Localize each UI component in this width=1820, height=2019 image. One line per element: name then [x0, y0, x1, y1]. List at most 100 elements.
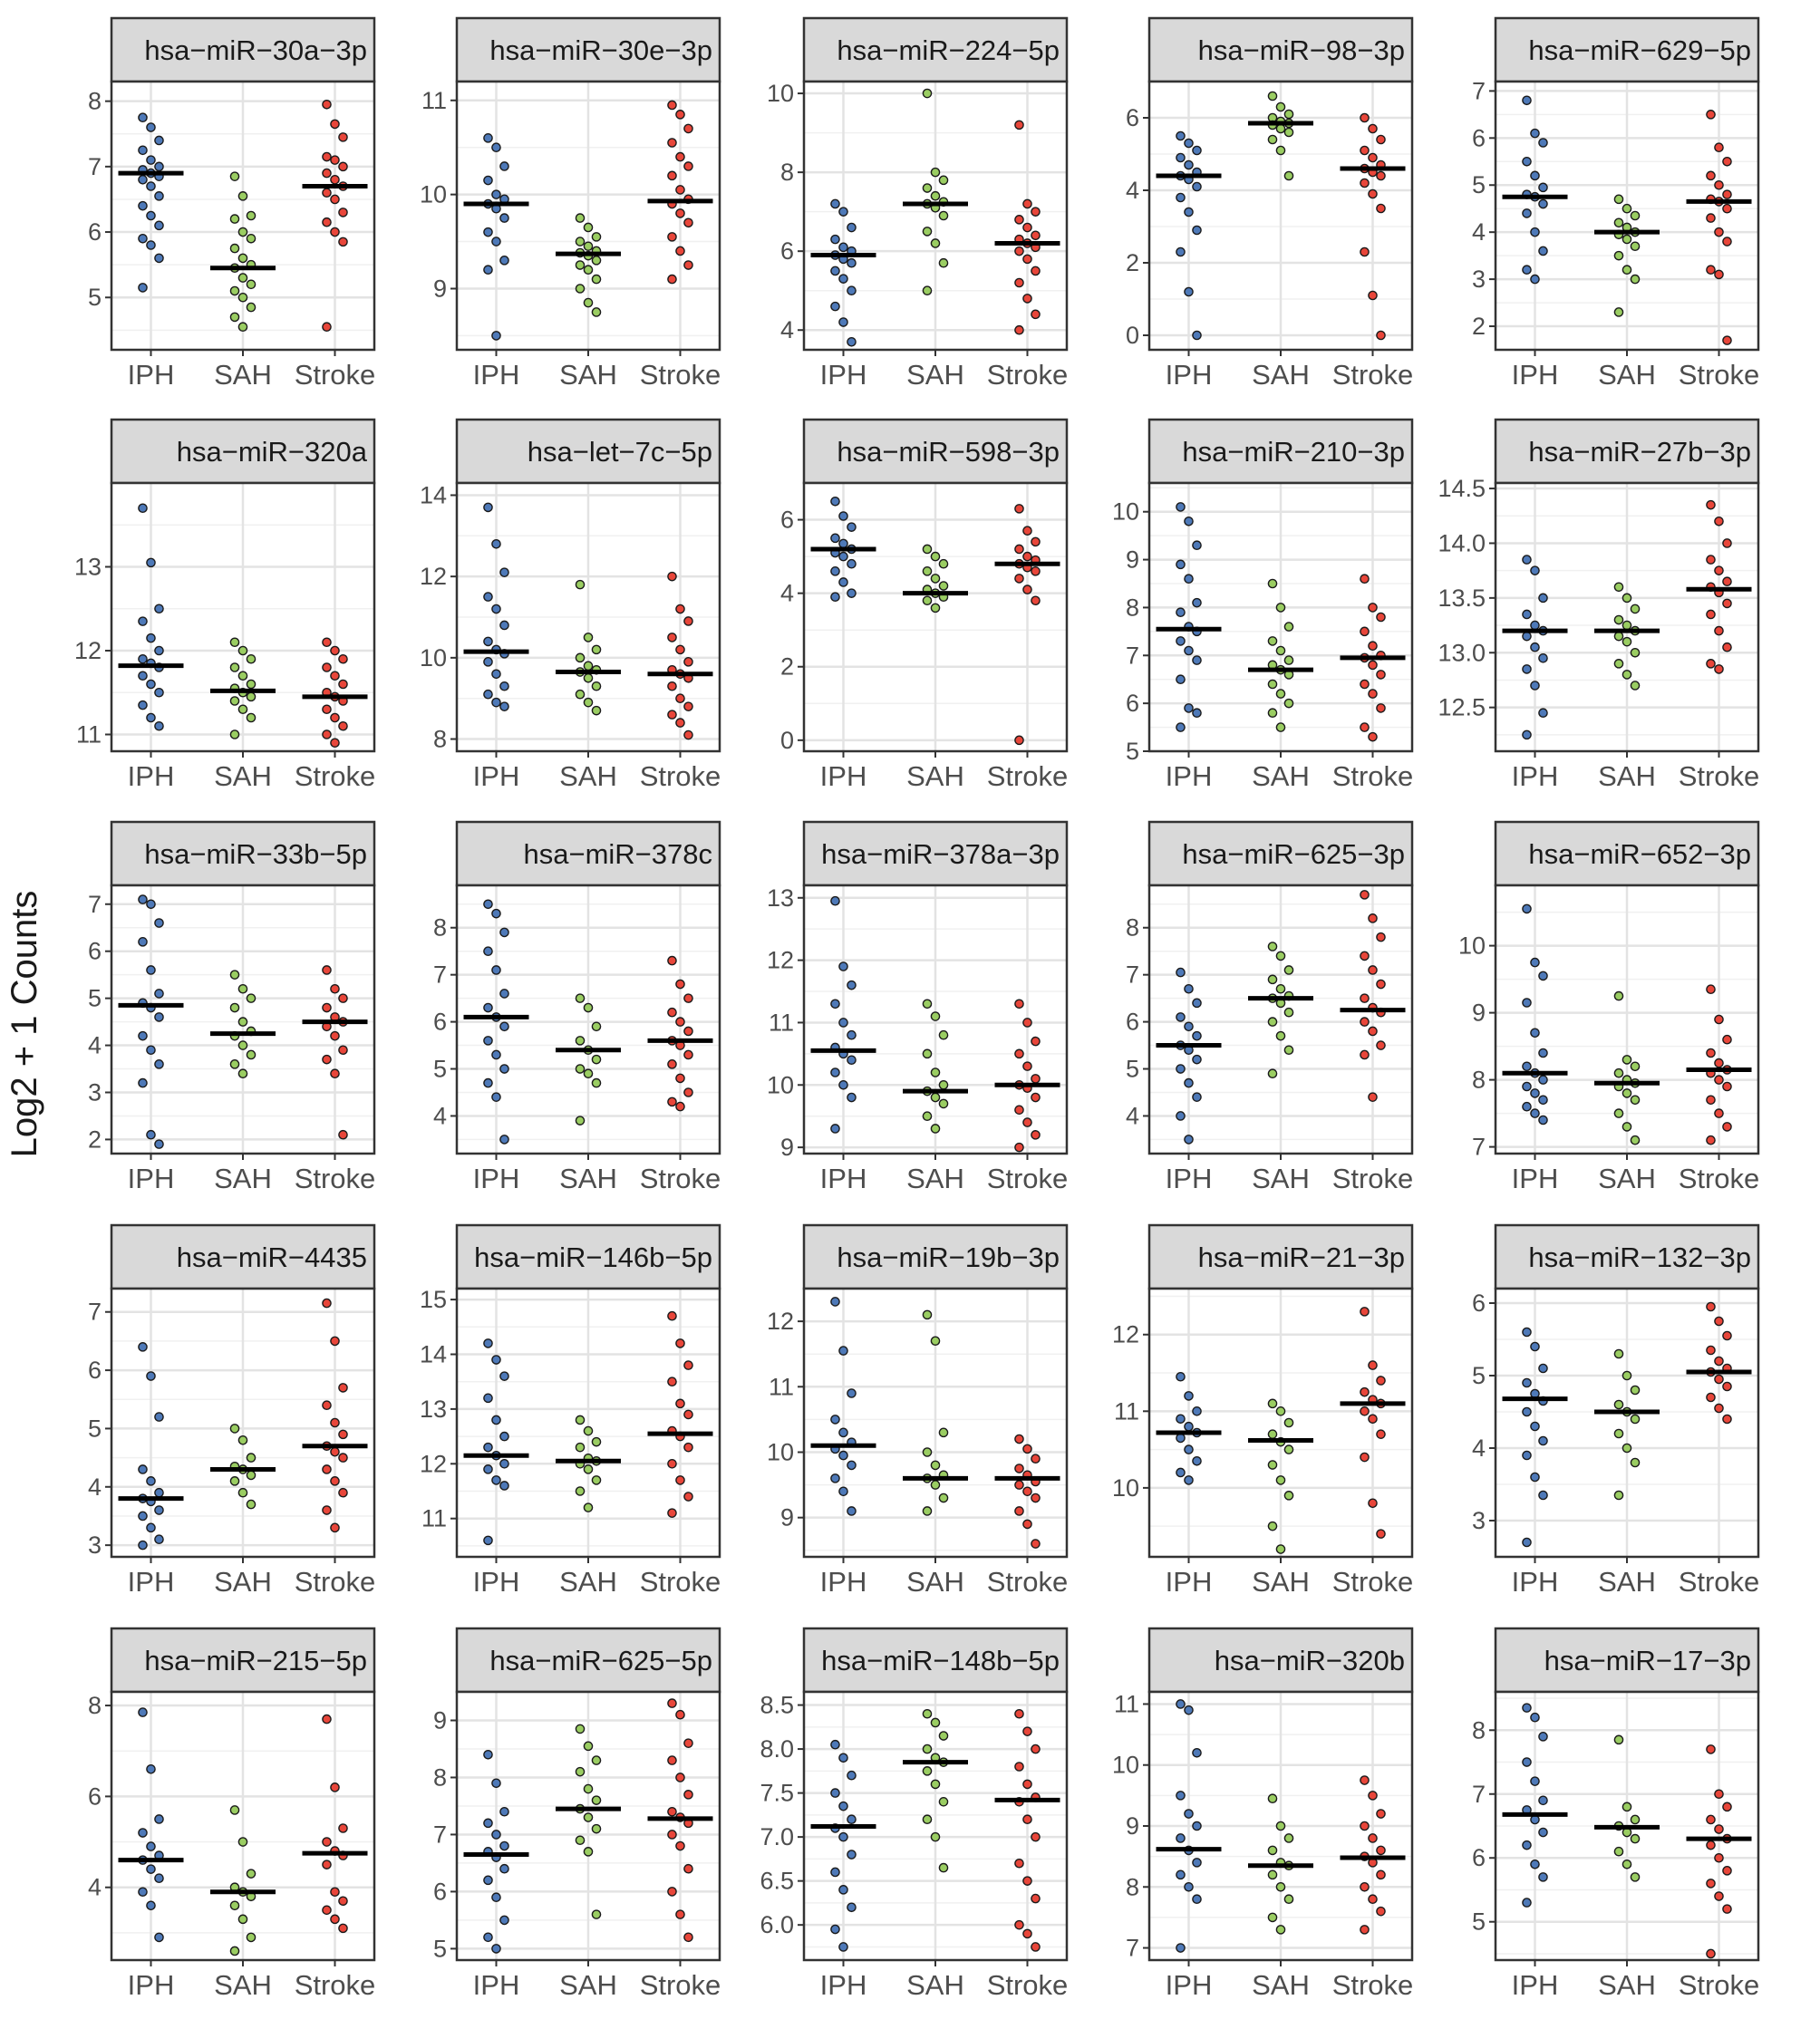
data-point-stroke: [330, 194, 340, 205]
data-point-sah: [1622, 1370, 1632, 1381]
data-point-stroke: [322, 151, 332, 162]
data-point-sah: [922, 1766, 933, 1776]
data-point-iph: [1538, 1795, 1548, 1806]
y-tick-label: 12: [767, 947, 794, 974]
panel: hsa−miR−30a−3p 5 6 7 8 IPH SAH Stroke: [88, 16, 375, 391]
x-tick-label: SAH: [1598, 1163, 1656, 1194]
data-point-iph: [138, 1540, 148, 1550]
data-point-sah: [938, 210, 949, 221]
x-tick-label: IPH: [1166, 1163, 1213, 1194]
data-point-iph: [499, 161, 509, 171]
data-point-sah: [930, 574, 941, 584]
data-point-sah: [1613, 1108, 1624, 1118]
data-point-stroke: [1022, 198, 1032, 209]
data-point-stroke: [1360, 112, 1370, 123]
y-tick-label: 12: [1112, 1321, 1139, 1348]
data-point-iph: [838, 1753, 848, 1763]
data-point-stroke: [1031, 1893, 1041, 1904]
data-point-sah: [1622, 670, 1632, 680]
panel-title: hsa−miR−30e−3p: [489, 34, 712, 66]
panel-border: [802, 884, 1069, 1155]
data-point-iph: [491, 908, 501, 919]
x-tick-label: SAH: [214, 1566, 272, 1598]
x-tick-label: Stroke: [1679, 1163, 1760, 1194]
data-point-sah: [930, 1779, 941, 1790]
x-tick-label: Stroke: [295, 1969, 376, 2001]
data-point-stroke: [1022, 551, 1032, 562]
data-point-sah: [575, 213, 586, 223]
data-point-stroke: [667, 232, 677, 242]
data-point-stroke: [330, 645, 340, 656]
data-point-stroke: [1031, 230, 1041, 241]
y-tick-label: 10: [1112, 1474, 1139, 1502]
data-point-sah: [246, 993, 257, 1003]
data-point-sah: [930, 1460, 941, 1471]
data-point-iph: [138, 671, 148, 681]
data-point-sah: [1630, 1061, 1641, 1072]
data-point-sah: [583, 1002, 594, 1013]
data-point-iph: [830, 198, 840, 209]
data-point-iph: [838, 1346, 848, 1356]
data-point-iph: [838, 274, 848, 284]
y-tick-label: 10: [1112, 1752, 1139, 1779]
data-point-iph: [1192, 1747, 1202, 1758]
data-point-sah: [930, 1124, 941, 1134]
data-point-stroke: [1022, 294, 1032, 304]
panel-title: hsa−miR−4435: [177, 1241, 367, 1273]
data-point-iph: [847, 285, 857, 296]
data-point-stroke: [1368, 1026, 1378, 1037]
data-point-iph: [1530, 170, 1540, 181]
data-point-sah: [922, 227, 933, 237]
data-point-iph: [491, 1830, 501, 1840]
data-point-stroke: [1360, 574, 1370, 584]
data-point-sah: [1275, 983, 1286, 994]
x-tick-label: Stroke: [1679, 1969, 1760, 2001]
data-point-stroke: [338, 653, 348, 664]
data-point-sah: [938, 1029, 949, 1040]
data-point-sah: [591, 256, 602, 266]
data-point-stroke: [1714, 1075, 1724, 1085]
data-point-stroke: [1031, 1831, 1041, 1842]
data-point-iph: [1538, 1095, 1548, 1106]
data-point-stroke: [667, 633, 677, 642]
data-point-stroke: [1360, 626, 1370, 637]
data-point-sah: [1283, 622, 1294, 632]
data-point-iph: [1522, 1898, 1532, 1908]
y-tick-label: 7: [88, 153, 102, 180]
data-point-iph: [1530, 1108, 1540, 1118]
data-point-iph: [1530, 1421, 1540, 1432]
data-point-stroke: [322, 168, 332, 179]
data-point-iph: [1176, 674, 1186, 685]
y-tick-label: 5: [88, 985, 102, 1012]
data-point-stroke: [1714, 565, 1724, 575]
data-point-stroke: [322, 1054, 332, 1065]
panel-strip: [802, 16, 1069, 83]
data-point-iph: [830, 895, 840, 906]
data-point-sah: [591, 307, 602, 317]
data-point-stroke: [683, 729, 693, 740]
data-point-stroke: [1022, 584, 1032, 594]
data-point-iph: [830, 301, 840, 312]
y-tick-label: 3: [1472, 1507, 1486, 1534]
data-point-iph: [138, 616, 148, 626]
data-point-iph: [138, 145, 148, 156]
x-tick-label: Stroke: [1332, 1163, 1414, 1194]
data-point-sah: [1622, 203, 1632, 214]
data-point-stroke: [667, 1007, 677, 1018]
data-point-iph: [1522, 998, 1532, 1008]
data-point-iph: [1538, 1490, 1548, 1501]
y-tick-label: 8: [1126, 1873, 1139, 1900]
data-point-sah: [1275, 1881, 1286, 1892]
data-point-iph: [1538, 138, 1548, 148]
data-point-stroke: [1022, 222, 1032, 233]
data-point-iph: [1176, 1699, 1186, 1709]
data-point-stroke: [1706, 609, 1716, 620]
data-point-iph: [847, 1770, 857, 1781]
panel: hsa−miR−30e−3p 9 10 11 IPH SAH Stroke: [420, 16, 721, 391]
data-point-iph: [138, 894, 148, 904]
data-point-sah: [1630, 1414, 1641, 1425]
data-point-iph: [1530, 227, 1540, 237]
data-point-iph: [491, 237, 501, 246]
panel-border: [1494, 481, 1760, 753]
